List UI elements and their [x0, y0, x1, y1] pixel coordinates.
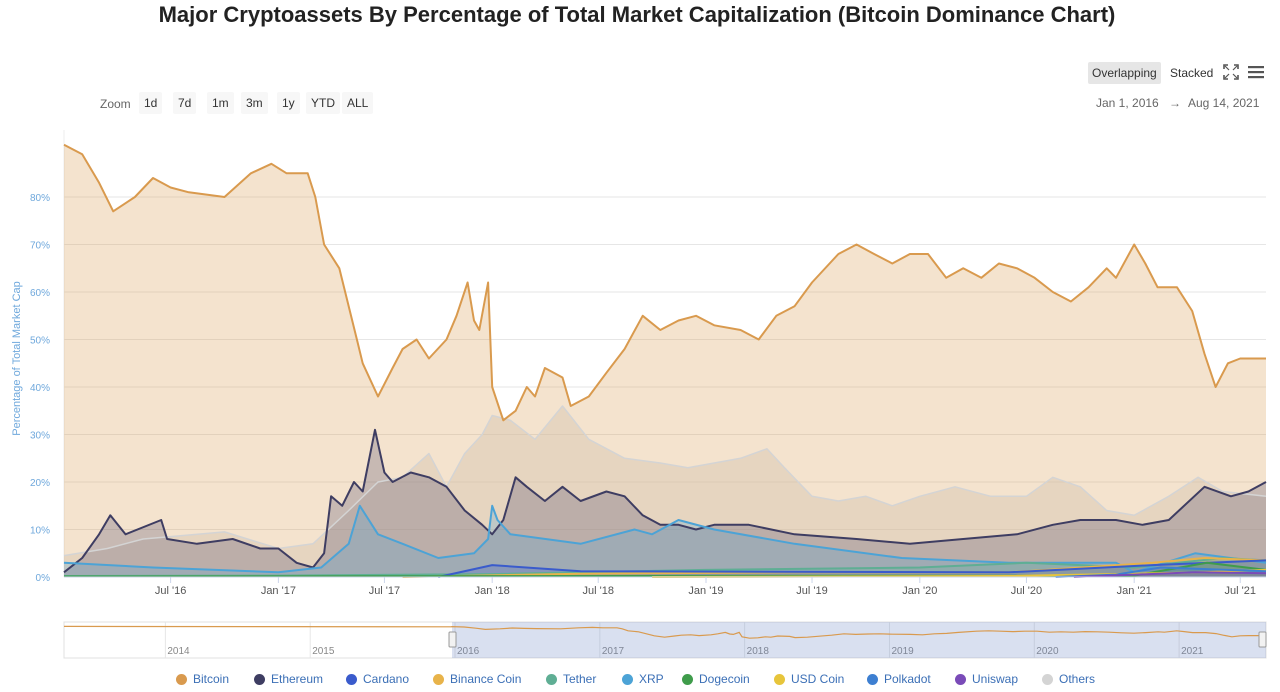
- legend-label: Dogecoin: [699, 672, 750, 686]
- legend-label: XRP: [639, 672, 664, 686]
- legend-item-others[interactable]: Others: [1042, 672, 1095, 686]
- legend-marker: [1042, 673, 1053, 685]
- navigator-year-label: 2017: [602, 646, 625, 657]
- legend-label: Others: [1059, 672, 1096, 686]
- legend-label: Bitcoin: [193, 672, 230, 686]
- y-tick-label: 40%: [30, 383, 50, 394]
- y-tick-label: 50%: [30, 336, 50, 347]
- series-area-bitcoin: [64, 144, 1266, 578]
- navigator-selection[interactable]: [452, 622, 1266, 658]
- series-line-tether: [63, 557, 1267, 577]
- y-tick-label: 60%: [30, 288, 50, 299]
- series-area-xrp: [64, 505, 1266, 577]
- x-tick-label: Jul '20: [1011, 585, 1042, 597]
- navigator-year-label: 2019: [891, 646, 914, 657]
- legend-item-xrp[interactable]: XRP: [622, 672, 664, 686]
- y-tick-label: 10%: [30, 526, 50, 537]
- navigator-handle-right[interactable]: [1258, 631, 1267, 648]
- legend-label: Uniswap: [972, 672, 1019, 686]
- legend-item-ethereum[interactable]: Ethereum: [254, 672, 323, 686]
- legend-item-bitcoin[interactable]: Bitcoin: [176, 672, 229, 686]
- x-tick-label: Jul '17: [369, 585, 400, 597]
- stacked-button[interactable]: Stacked: [1170, 66, 1214, 80]
- legend-item-uniswap[interactable]: Uniswap: [955, 672, 1018, 686]
- zoom-label: Zoom: [100, 97, 131, 111]
- series-area-ethereum: [64, 429, 1266, 577]
- zoom-3m-button[interactable]: 3m: [241, 92, 268, 114]
- legend-marker: [176, 673, 187, 685]
- legend-item-dogecoin[interactable]: Dogecoin: [682, 672, 750, 686]
- navigator-handle-left[interactable]: [448, 631, 457, 648]
- series-line-xrp: [63, 504, 1267, 574]
- x-tick-label: Jan '20: [902, 585, 937, 597]
- series-line-cardano: [438, 559, 1267, 578]
- series-line-dogecoin: [63, 561, 1267, 578]
- y-tick-label: 80%: [30, 193, 50, 204]
- range-to[interactable]: Aug 14, 2021: [1188, 96, 1260, 110]
- legend-marker: [867, 673, 878, 685]
- zoom-7d-button[interactable]: 7d: [173, 92, 197, 114]
- navigator-year-label: 2014: [167, 646, 190, 657]
- legend-label: Cardano: [363, 672, 410, 686]
- x-tick-label: Jul '21: [1224, 585, 1255, 597]
- legend-item-usdcoin[interactable]: USD Coin: [774, 672, 844, 686]
- chart-title: Major Cryptoassets By Percentage of Tota…: [158, 2, 1116, 27]
- navigator-year-label: 2021: [1181, 646, 1204, 657]
- x-tick-label: Jan '21: [1117, 585, 1152, 597]
- legend-label: Ethereum: [271, 672, 324, 686]
- series-line-ethereum: [63, 428, 1267, 574]
- x-tick-label: Jan '19: [688, 585, 723, 597]
- navigator-year-label: 2016: [457, 646, 480, 657]
- overlapping-button[interactable]: Overlapping: [1088, 62, 1161, 84]
- legend-marker: [622, 673, 633, 685]
- zoom-ytd-button[interactable]: YTD: [306, 92, 340, 114]
- legend-item-cardano[interactable]: Cardano: [346, 672, 409, 686]
- legend-marker: [346, 673, 357, 685]
- legend-label: Tether: [563, 672, 597, 686]
- x-tick-label: Jan '18: [475, 585, 510, 597]
- zoom-all-button[interactable]: ALL: [342, 92, 374, 114]
- series-area-others: [64, 406, 1266, 577]
- y-tick-label: 30%: [30, 431, 50, 442]
- legend-marker: [546, 673, 557, 685]
- range-from[interactable]: Jan 1, 2016: [1096, 96, 1159, 110]
- navigator[interactable]: [63, 621, 1267, 659]
- series-line-uniswap: [1073, 571, 1267, 578]
- legend-label: Polkadot: [884, 672, 931, 686]
- y-tick-label: 20%: [30, 478, 50, 489]
- navigator-year-label: 2020: [1036, 646, 1059, 657]
- series-area-binance: [402, 558, 1267, 577]
- x-tick-label: Jul '16: [155, 585, 186, 597]
- legend-item-binance[interactable]: Binance Coin: [433, 672, 521, 686]
- x-tick-label: Jul '19: [796, 585, 827, 597]
- zoom-1d-button[interactable]: 1d: [139, 92, 163, 114]
- zoom-1y-button[interactable]: 1y: [277, 92, 300, 114]
- y-axis-title: Percentage of Total Market Cap: [11, 281, 23, 436]
- legend-marker: [774, 673, 785, 685]
- legend-marker: [433, 673, 444, 685]
- legend-label: USD Coin: [791, 672, 845, 686]
- legend-label: Binance Coin: [450, 672, 522, 686]
- navigator-year-label: 2018: [747, 646, 770, 657]
- x-tick-label: Jan '17: [261, 585, 296, 597]
- x-tick-label: Jul '18: [582, 585, 613, 597]
- y-tick-label: 0%: [36, 573, 51, 584]
- series-area-dogecoin: [64, 562, 1266, 577]
- navigator-year-label: 2015: [312, 646, 335, 657]
- legend-marker: [254, 673, 265, 685]
- legend-item-tether[interactable]: Tether: [546, 672, 596, 686]
- series-line-bitcoin: [63, 143, 1266, 422]
- legend-item-polkadot[interactable]: Polkadot: [867, 672, 931, 686]
- navigator-series-line: [63, 625, 1266, 639]
- range-arrow: →: [1169, 96, 1181, 110]
- y-tick-label: 70%: [30, 241, 50, 252]
- series-line-others: [63, 405, 1267, 557]
- legend-marker: [682, 673, 693, 685]
- legend-marker: [955, 673, 966, 685]
- fullscreen-icon[interactable]: [1222, 63, 1242, 83]
- zoom-1m-button[interactable]: 1m: [207, 92, 234, 114]
- menu-icon[interactable]: [1247, 63, 1267, 83]
